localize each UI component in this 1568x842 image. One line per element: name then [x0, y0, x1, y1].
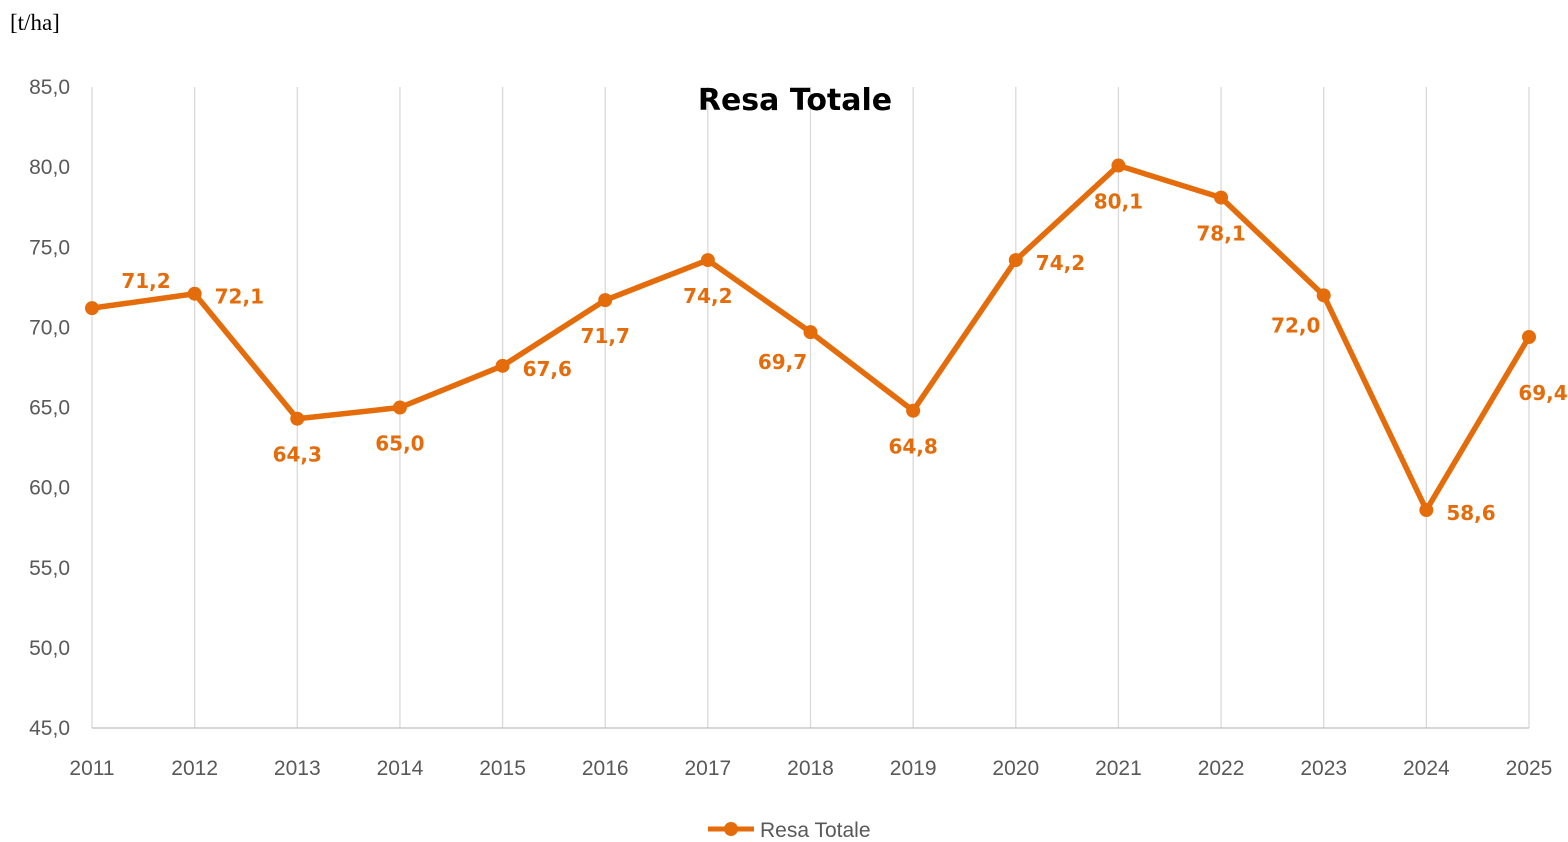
y-unit-label: [t/ha]	[10, 10, 60, 35]
data-label-2016: 71,7	[581, 324, 630, 348]
data-label-2023: 72,0	[1271, 313, 1320, 337]
x-tick-label: 2015	[479, 757, 526, 780]
data-point-2021	[1111, 158, 1126, 173]
data-point-2014	[392, 400, 407, 415]
data-point-2019	[906, 403, 921, 418]
series-resa-totale	[85, 158, 1536, 518]
data-label-2015: 67,6	[523, 357, 572, 381]
x-axis-ticks: 2011 2012 2013 2014 2015 2016 2017 2018 2019 2020…	[69, 757, 1552, 780]
data-point-2023	[1316, 288, 1331, 303]
x-tick-label: 2021	[1095, 757, 1142, 780]
data-point-2020	[1008, 253, 1023, 268]
chart-title: Resa Totale	[698, 83, 892, 118]
data-label-2019: 64,8	[888, 435, 937, 459]
y-tick-label: 85,0	[29, 76, 70, 99]
data-point-2013	[290, 411, 305, 426]
x-tick-label: 2020	[992, 757, 1039, 780]
data-label-2011: 71,2	[121, 269, 170, 293]
legend-dot-marker	[724, 822, 738, 836]
data-label-2022: 78,1	[1196, 222, 1245, 246]
data-point-2018	[803, 325, 818, 340]
data-point-2012	[187, 286, 202, 301]
y-tick-label: 60,0	[29, 477, 70, 500]
y-tick-label: 75,0	[29, 236, 70, 259]
y-tick-label: 45,0	[29, 717, 70, 740]
y-axis-ticks: 45,0 50,0 55,0 60,0 65,0 70,0 75,0 80,0 85,0	[29, 76, 70, 740]
data-label-2012: 72,1	[215, 285, 264, 309]
data-label-2018: 69,7	[758, 350, 807, 374]
x-tick-label: 2014	[377, 757, 424, 780]
x-tick-label: 2012	[171, 757, 218, 780]
data-label-2014: 65,0	[375, 432, 424, 456]
data-point-2017	[700, 253, 715, 268]
y-tick-label: 80,0	[29, 156, 70, 179]
data-point-2024	[1419, 503, 1434, 518]
x-tick-label: 2017	[684, 757, 731, 780]
x-tick-label: 2016	[582, 757, 629, 780]
x-tick-label: 2024	[1403, 757, 1450, 780]
data-label-2021: 80,1	[1094, 190, 1143, 214]
y-tick-label: 50,0	[29, 637, 70, 660]
data-label-2013: 64,3	[273, 443, 322, 467]
y-tick-label: 55,0	[29, 557, 70, 580]
legend: Resa Totale	[708, 819, 871, 842]
x-tick-label: 2013	[274, 757, 321, 780]
y-tick-label: 65,0	[29, 397, 70, 420]
x-tick-label: 2022	[1198, 757, 1245, 780]
data-label-2024: 58,6	[1446, 501, 1495, 525]
x-tick-label: 2011	[69, 757, 114, 780]
data-label-2020: 74,2	[1036, 251, 1085, 275]
data-point-2016	[598, 293, 613, 308]
x-tick-label: 2025	[1506, 757, 1553, 780]
data-point-2015	[495, 358, 510, 373]
data-point-2025	[1522, 329, 1536, 344]
x-tick-label: 2018	[787, 757, 834, 780]
legend-label: Resa Totale	[760, 819, 871, 842]
data-point-2022	[1214, 190, 1229, 205]
grid-lines	[91, 87, 1530, 729]
data-point-2011	[85, 301, 99, 316]
data-label-2017: 74,2	[683, 284, 732, 308]
data-labels: 71,2 72,1 64,3 65,0 67,6 71,7 74,2 69,7 64,8 74,2…	[121, 190, 1567, 526]
x-tick-label: 2019	[890, 757, 937, 780]
x-tick-label: 2023	[1300, 757, 1347, 780]
data-label-2025: 69,4	[1518, 381, 1567, 405]
y-tick-label: 70,0	[29, 316, 70, 339]
